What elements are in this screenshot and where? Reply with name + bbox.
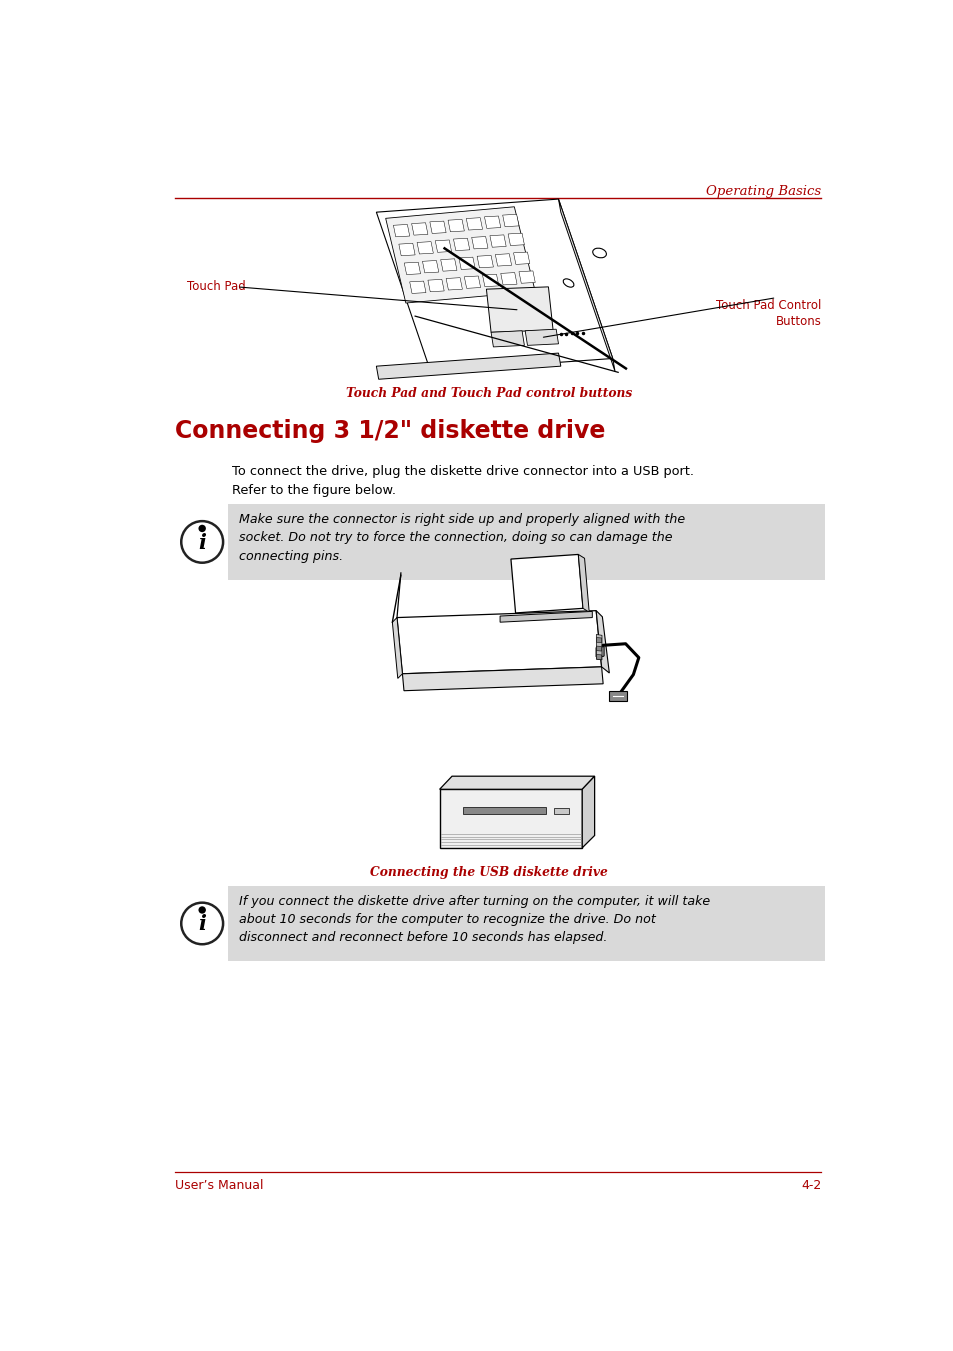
Polygon shape <box>596 635 601 659</box>
FancyBboxPatch shape <box>228 504 824 580</box>
Polygon shape <box>411 223 428 235</box>
Polygon shape <box>553 808 568 813</box>
Polygon shape <box>422 261 438 273</box>
Text: Operating Basics: Operating Basics <box>705 185 821 199</box>
Polygon shape <box>596 647 603 657</box>
Polygon shape <box>376 353 560 380</box>
Ellipse shape <box>592 249 606 258</box>
Text: Connecting the USB diskette drive: Connecting the USB diskette drive <box>370 866 607 880</box>
Circle shape <box>198 907 206 913</box>
Polygon shape <box>396 611 601 674</box>
Text: If you connect the diskette drive after turning on the computer, it will take
ab: If you connect the diskette drive after … <box>239 894 710 944</box>
Polygon shape <box>404 262 420 274</box>
Polygon shape <box>393 224 409 236</box>
Polygon shape <box>430 222 446 234</box>
Polygon shape <box>458 257 475 269</box>
Polygon shape <box>448 219 464 232</box>
Polygon shape <box>466 218 482 230</box>
Polygon shape <box>581 777 594 848</box>
Text: Touch Pad and Touch Pad control buttons: Touch Pad and Touch Pad control buttons <box>345 386 632 400</box>
Polygon shape <box>416 242 433 254</box>
Polygon shape <box>511 554 582 613</box>
Polygon shape <box>453 238 469 250</box>
Text: Touch Pad: Touch Pad <box>187 281 245 293</box>
Polygon shape <box>409 281 426 293</box>
Circle shape <box>181 521 223 563</box>
Polygon shape <box>558 199 615 372</box>
Polygon shape <box>596 611 609 673</box>
Polygon shape <box>596 654 601 659</box>
Polygon shape <box>439 777 594 789</box>
Text: Touch Pad Control
Buttons: Touch Pad Control Buttons <box>716 299 821 328</box>
Ellipse shape <box>562 278 574 288</box>
Polygon shape <box>490 235 506 247</box>
Polygon shape <box>462 808 545 815</box>
Polygon shape <box>482 274 498 286</box>
Polygon shape <box>392 617 402 678</box>
Circle shape <box>198 524 206 532</box>
Polygon shape <box>376 199 612 372</box>
Polygon shape <box>435 240 451 253</box>
Polygon shape <box>578 554 589 612</box>
Polygon shape <box>486 286 553 332</box>
Polygon shape <box>596 638 601 643</box>
Text: 4-2: 4-2 <box>801 1179 821 1193</box>
Polygon shape <box>500 273 517 285</box>
Polygon shape <box>495 254 511 266</box>
Text: Make sure the connector is right side up and properly aligned with the
socket. D: Make sure the connector is right side up… <box>239 513 685 562</box>
Polygon shape <box>385 207 535 303</box>
Text: User’s Manual: User’s Manual <box>174 1179 263 1193</box>
Polygon shape <box>471 236 488 249</box>
Polygon shape <box>596 646 601 651</box>
Polygon shape <box>398 243 415 255</box>
Circle shape <box>181 902 223 944</box>
Polygon shape <box>484 216 500 228</box>
Polygon shape <box>428 280 444 292</box>
Polygon shape <box>518 272 535 284</box>
Text: i: i <box>198 532 206 553</box>
Polygon shape <box>524 330 558 346</box>
Polygon shape <box>508 234 524 246</box>
Polygon shape <box>608 692 626 701</box>
Polygon shape <box>513 253 529 265</box>
Polygon shape <box>464 276 480 288</box>
Text: Connecting 3 1/2" diskette drive: Connecting 3 1/2" diskette drive <box>174 419 605 443</box>
Text: i: i <box>198 915 206 935</box>
Polygon shape <box>439 789 581 848</box>
Polygon shape <box>502 215 518 227</box>
Polygon shape <box>499 612 592 623</box>
Polygon shape <box>596 647 603 657</box>
Text: To connect the drive, plug the diskette drive connector into a USB port.
Refer t: To connect the drive, plug the diskette … <box>232 466 693 497</box>
FancyBboxPatch shape <box>228 885 824 962</box>
Polygon shape <box>446 278 462 290</box>
Polygon shape <box>491 331 524 347</box>
Polygon shape <box>402 667 602 690</box>
Polygon shape <box>440 259 456 272</box>
Polygon shape <box>476 255 493 267</box>
Polygon shape <box>596 647 603 657</box>
